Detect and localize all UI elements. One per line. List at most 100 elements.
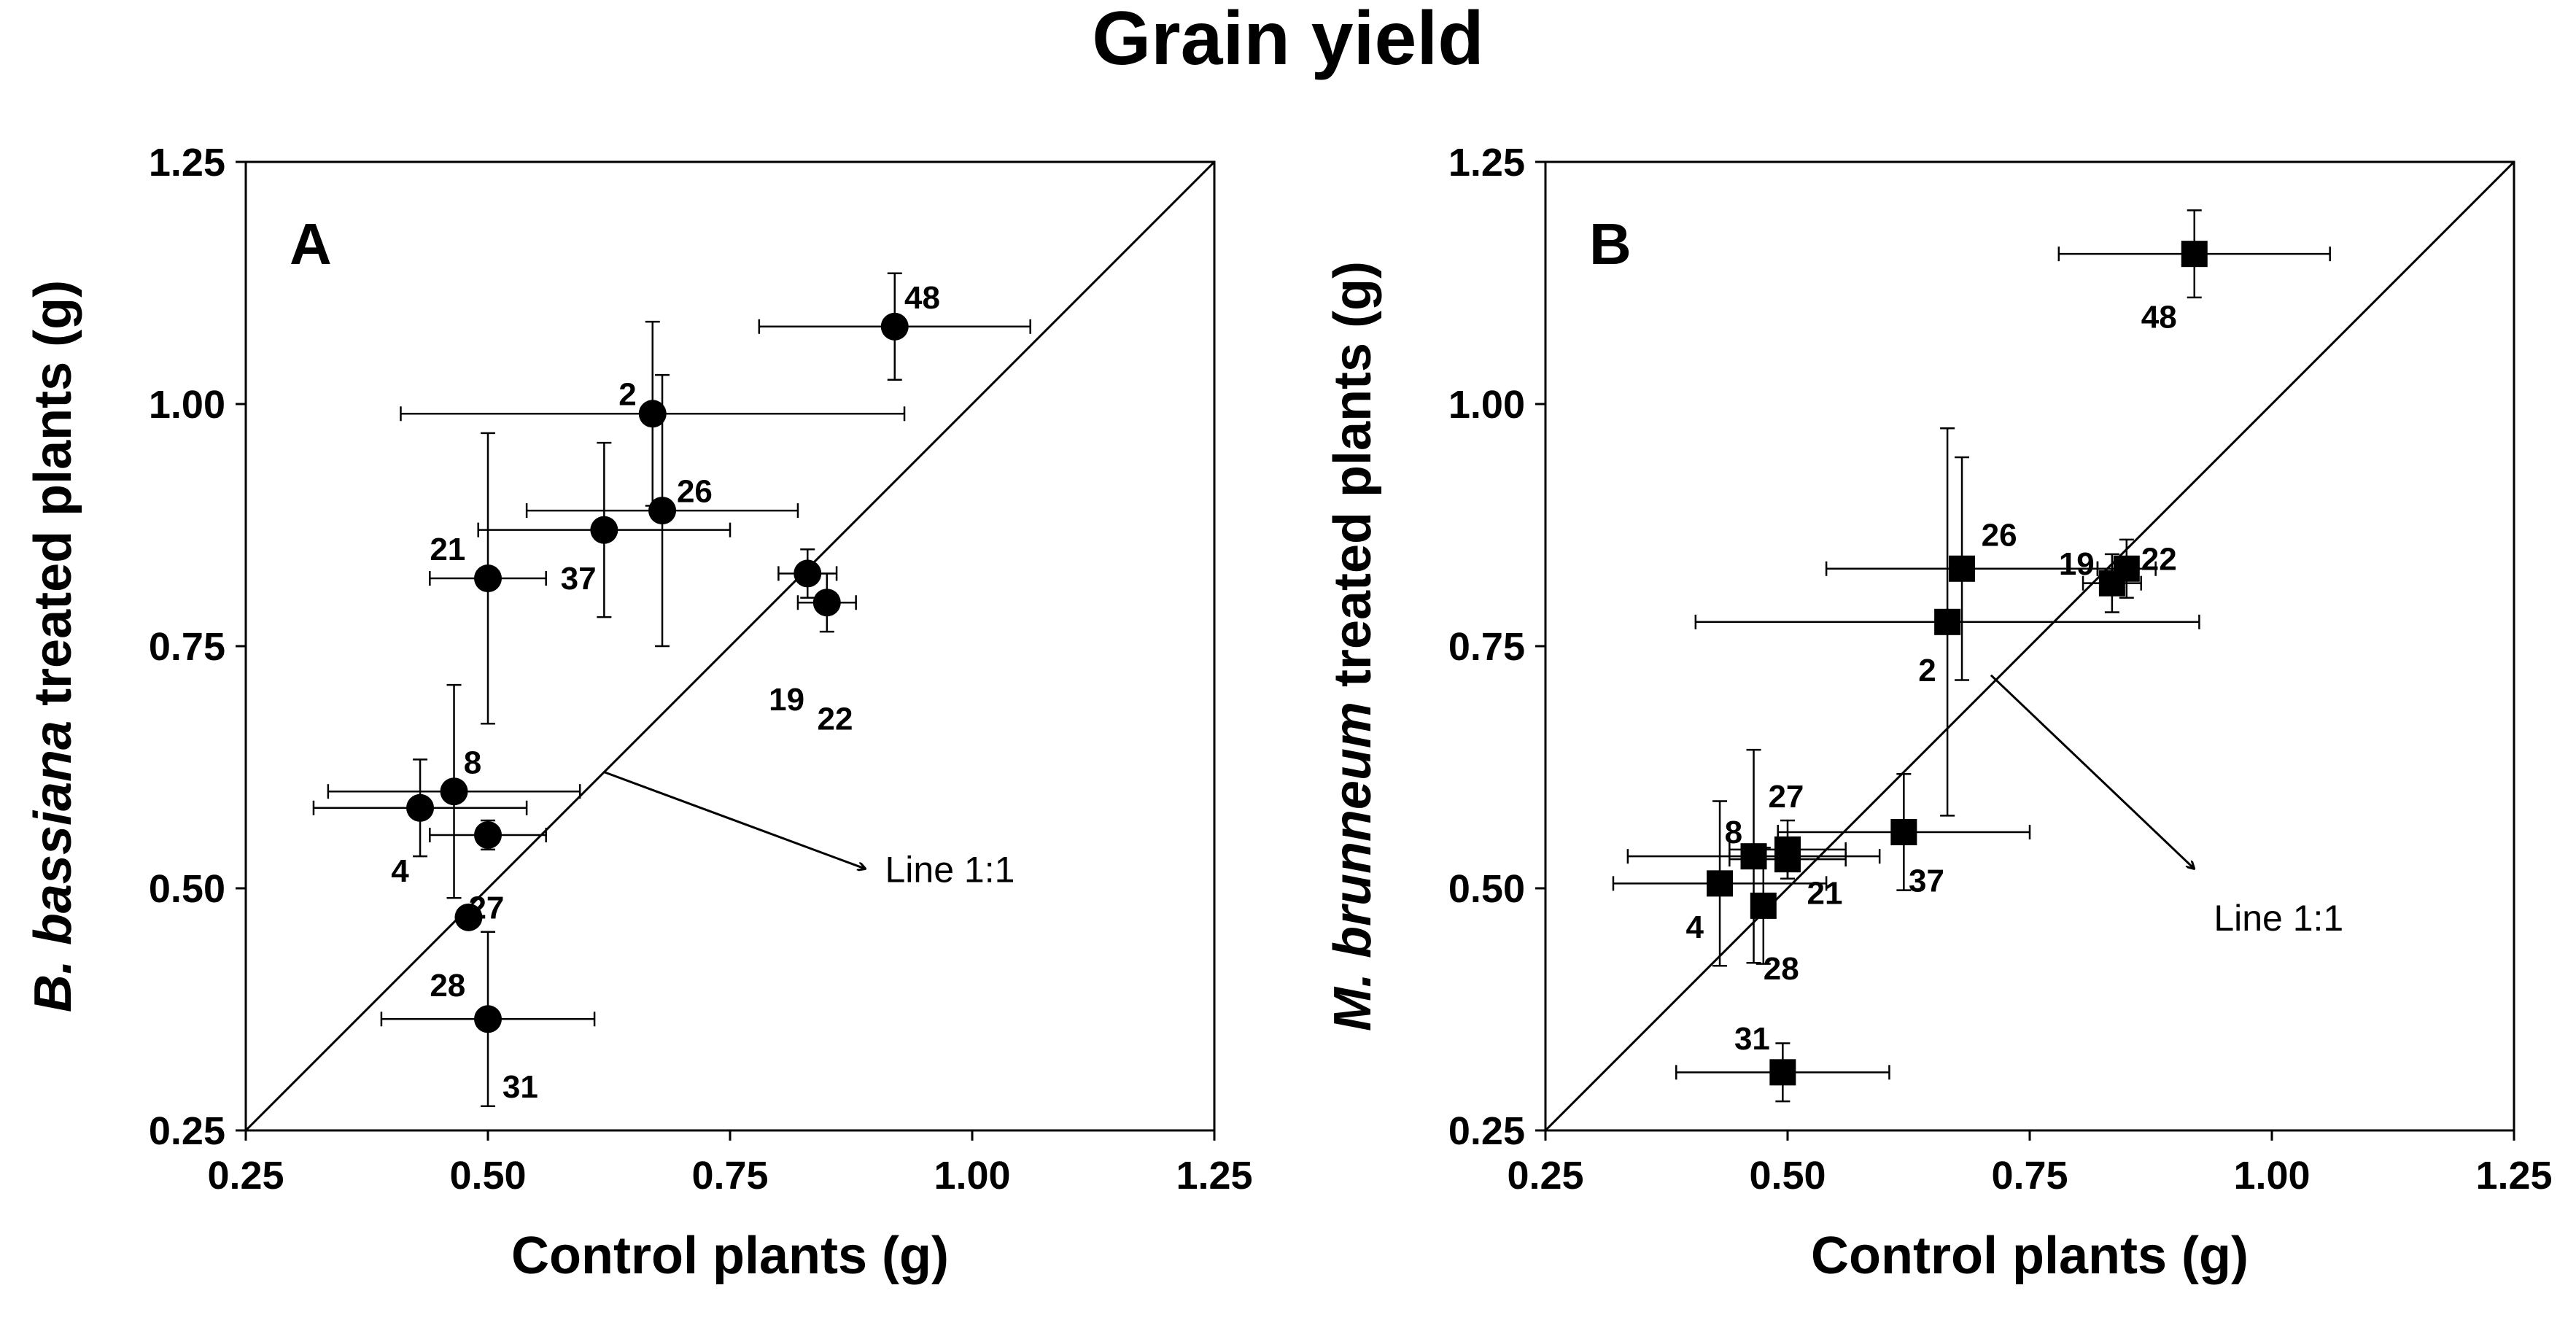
panel-b-marker-square	[1769, 1059, 1796, 1086]
panel-a-chart: 0.25 0.50 0.75 1.00 1.25 0.25 0.50 0.75 1.00 1.25…	[24, 141, 1253, 1285]
panel-b-data-point-31: 31	[1675, 1021, 1890, 1103]
panel-b-x-tick-label: 1.25	[2475, 1154, 2552, 1198]
panel-a-marker-circle	[590, 516, 618, 544]
panel-b-point-label: 28	[1764, 951, 1799, 987]
panel-b-y-tick-label: 0.75	[1448, 625, 1525, 669]
panel-a-point-label: 37	[561, 561, 597, 597]
panel-a-data-point-19: 19	[769, 548, 838, 718]
panel-b-point-label: 26	[1982, 517, 2017, 553]
panel-a-point-label: 21	[430, 532, 465, 567]
panel-b-marker-square	[1774, 846, 1801, 873]
panel-a-marker-circle	[474, 820, 502, 849]
panel-a-y-tick-label: 0.25	[149, 1109, 225, 1153]
panel-a-annotation-arrow	[603, 771, 866, 869]
panel-a-point-label: 28	[430, 968, 465, 1004]
panel-a-y-axis-label: B. bassiana treated plants (g)	[24, 280, 82, 1012]
panel-b-point-label: 48	[2141, 299, 2177, 335]
panel-a-marker-circle	[474, 1005, 502, 1033]
panel-a-data-point-27: 27	[429, 819, 547, 926]
panel-a-point-label: 26	[677, 474, 713, 510]
panel-a-data-point-48: 48	[758, 272, 1031, 381]
panel-a-y-tick-label: 0.50	[149, 867, 225, 911]
panel-b-y-tick-label: 1.25	[1448, 141, 1525, 185]
panel-b-chart: 0.25 0.50 0.75 1.00 1.25 0.25 0.50 0.75 1.00 1.25…	[1324, 141, 2553, 1285]
panel-a-y-axis-label-species: B. bassiana	[24, 721, 82, 1012]
panel-a-line-1-1	[244, 160, 1216, 1132]
panel-a-point-label: 22	[818, 702, 853, 737]
panel-a-marker-circle	[440, 777, 468, 806]
panel-b-y-tick-label: 0.25	[1448, 1109, 1525, 1153]
panel-b-point-label: 8	[1725, 815, 1742, 850]
panel-b-data-point-48: 48	[2057, 209, 2331, 335]
panel-b-point-label: 31	[1734, 1021, 1770, 1057]
panel-a-point-label: 4	[391, 853, 409, 889]
panel-a-marker-circle	[454, 903, 483, 931]
panel-b-data-point-26: 26	[1825, 456, 2099, 681]
panel-a-marker-circle	[812, 589, 841, 617]
panel-b-point-label: 27	[1768, 779, 1804, 815]
panel-a-y-tick-label: 0.75	[149, 625, 225, 669]
panel-a-point-label: 19	[769, 682, 804, 718]
panel-a-marker-circle	[474, 564, 502, 593]
panel-a-point-label: 2	[618, 377, 636, 413]
panel-b-x-tick-label: 0.25	[1507, 1154, 1583, 1198]
panel-b-point-label: 37	[1909, 863, 1944, 899]
figure-title: Grain yield	[1092, 0, 1484, 81]
panel-b-point-label: 4	[1686, 909, 1704, 945]
panel-b-panel-label: B	[1589, 211, 1632, 276]
panel-a-annotation-text: Line 1:1	[885, 849, 1015, 890]
panel-a-marker-circle	[638, 400, 667, 428]
panel-a-x-axis-label: Control plants (g)	[511, 1227, 949, 1285]
panel-b-data-point-2: 2	[1694, 427, 2200, 817]
panel-b-marker-square	[1934, 608, 1961, 635]
panel-a-x-tick-label: 0.75	[691, 1154, 768, 1198]
panel-a-marker-circle	[880, 312, 909, 341]
panel-b-marker-square	[1707, 870, 1734, 897]
panel-a-marker-circle	[794, 559, 822, 588]
panel-b-point-label: 22	[2141, 541, 2177, 577]
panel-b-data-point-28: 28	[1750, 846, 1799, 987]
panel-a-data-point-22: 22	[796, 573, 857, 737]
panel-b-y-axis-label-species: M. brunneum	[1324, 702, 1382, 1031]
panel-b-marker-square	[1750, 892, 1777, 919]
panel-a-x-tick-label: 1.00	[934, 1154, 1010, 1198]
panel-b-data-point-37: 37	[1777, 773, 2031, 899]
panel-a-point-label: 48	[904, 280, 940, 316]
panel-b-annotation-text: Line 1:1	[2214, 898, 2343, 939]
panel-a-data-point-4: 4	[312, 758, 528, 889]
panel-b-data-point-4: 4	[1612, 800, 1828, 967]
panel-a-x-tick-label: 1.25	[1176, 1154, 1252, 1198]
panel-b-data-point-21: 21	[1729, 839, 1847, 912]
panel-a-panel-label: A	[290, 211, 332, 276]
panel-b-marker-square	[2181, 241, 2208, 268]
panel-a-point-label: 8	[464, 745, 481, 780]
panel-b-y-axis-label-rest: treated plants (g)	[1324, 261, 1382, 702]
panel-a-data-point-31: 31	[380, 931, 596, 1108]
panel-a-data-point-26: 26	[525, 373, 799, 648]
panel-b-y-axis-label: M. brunneum treated plants (g)	[1324, 261, 1382, 1031]
panel-b-point-label: 2	[1918, 653, 1936, 688]
panel-b-marker-square	[1949, 555, 1976, 582]
panel-a-marker-circle	[406, 793, 435, 822]
panel-b-data-point-22: 22	[2096, 538, 2177, 599]
panel-b-x-tick-label: 1.00	[2233, 1154, 2310, 1198]
panel-b-data-point-8: 8	[1626, 748, 1881, 964]
panel-a-y-tick-label: 1.25	[149, 141, 225, 185]
panel-b-y-tick-label: 1.00	[1448, 383, 1525, 427]
panel-b-point-label: 21	[1807, 876, 1843, 912]
panel-a-y-tick-label: 1.00	[149, 383, 225, 427]
panel-b-annotation-arrow	[1990, 674, 2195, 869]
panel-b-y-tick-label: 0.50	[1448, 867, 1525, 911]
panel-b-marker-square	[2113, 555, 2140, 582]
panel-b-line-1-1	[1544, 160, 2515, 1132]
panel-a-x-tick-label: 0.25	[207, 1154, 284, 1198]
panel-a-marker-circle	[648, 497, 677, 525]
panel-a-data-point-21: 21	[429, 432, 547, 725]
panel-a-data-point-8: 8	[327, 683, 581, 899]
panel-a-data-point-2: 2	[400, 320, 906, 507]
panel-b-marker-square	[1890, 818, 1917, 845]
panel-b-x-tick-label: 0.50	[1749, 1154, 1826, 1198]
panel-b-point-label: 19	[2059, 546, 2095, 582]
panel-a-y-axis-label-rest: treated plants (g)	[24, 280, 82, 721]
